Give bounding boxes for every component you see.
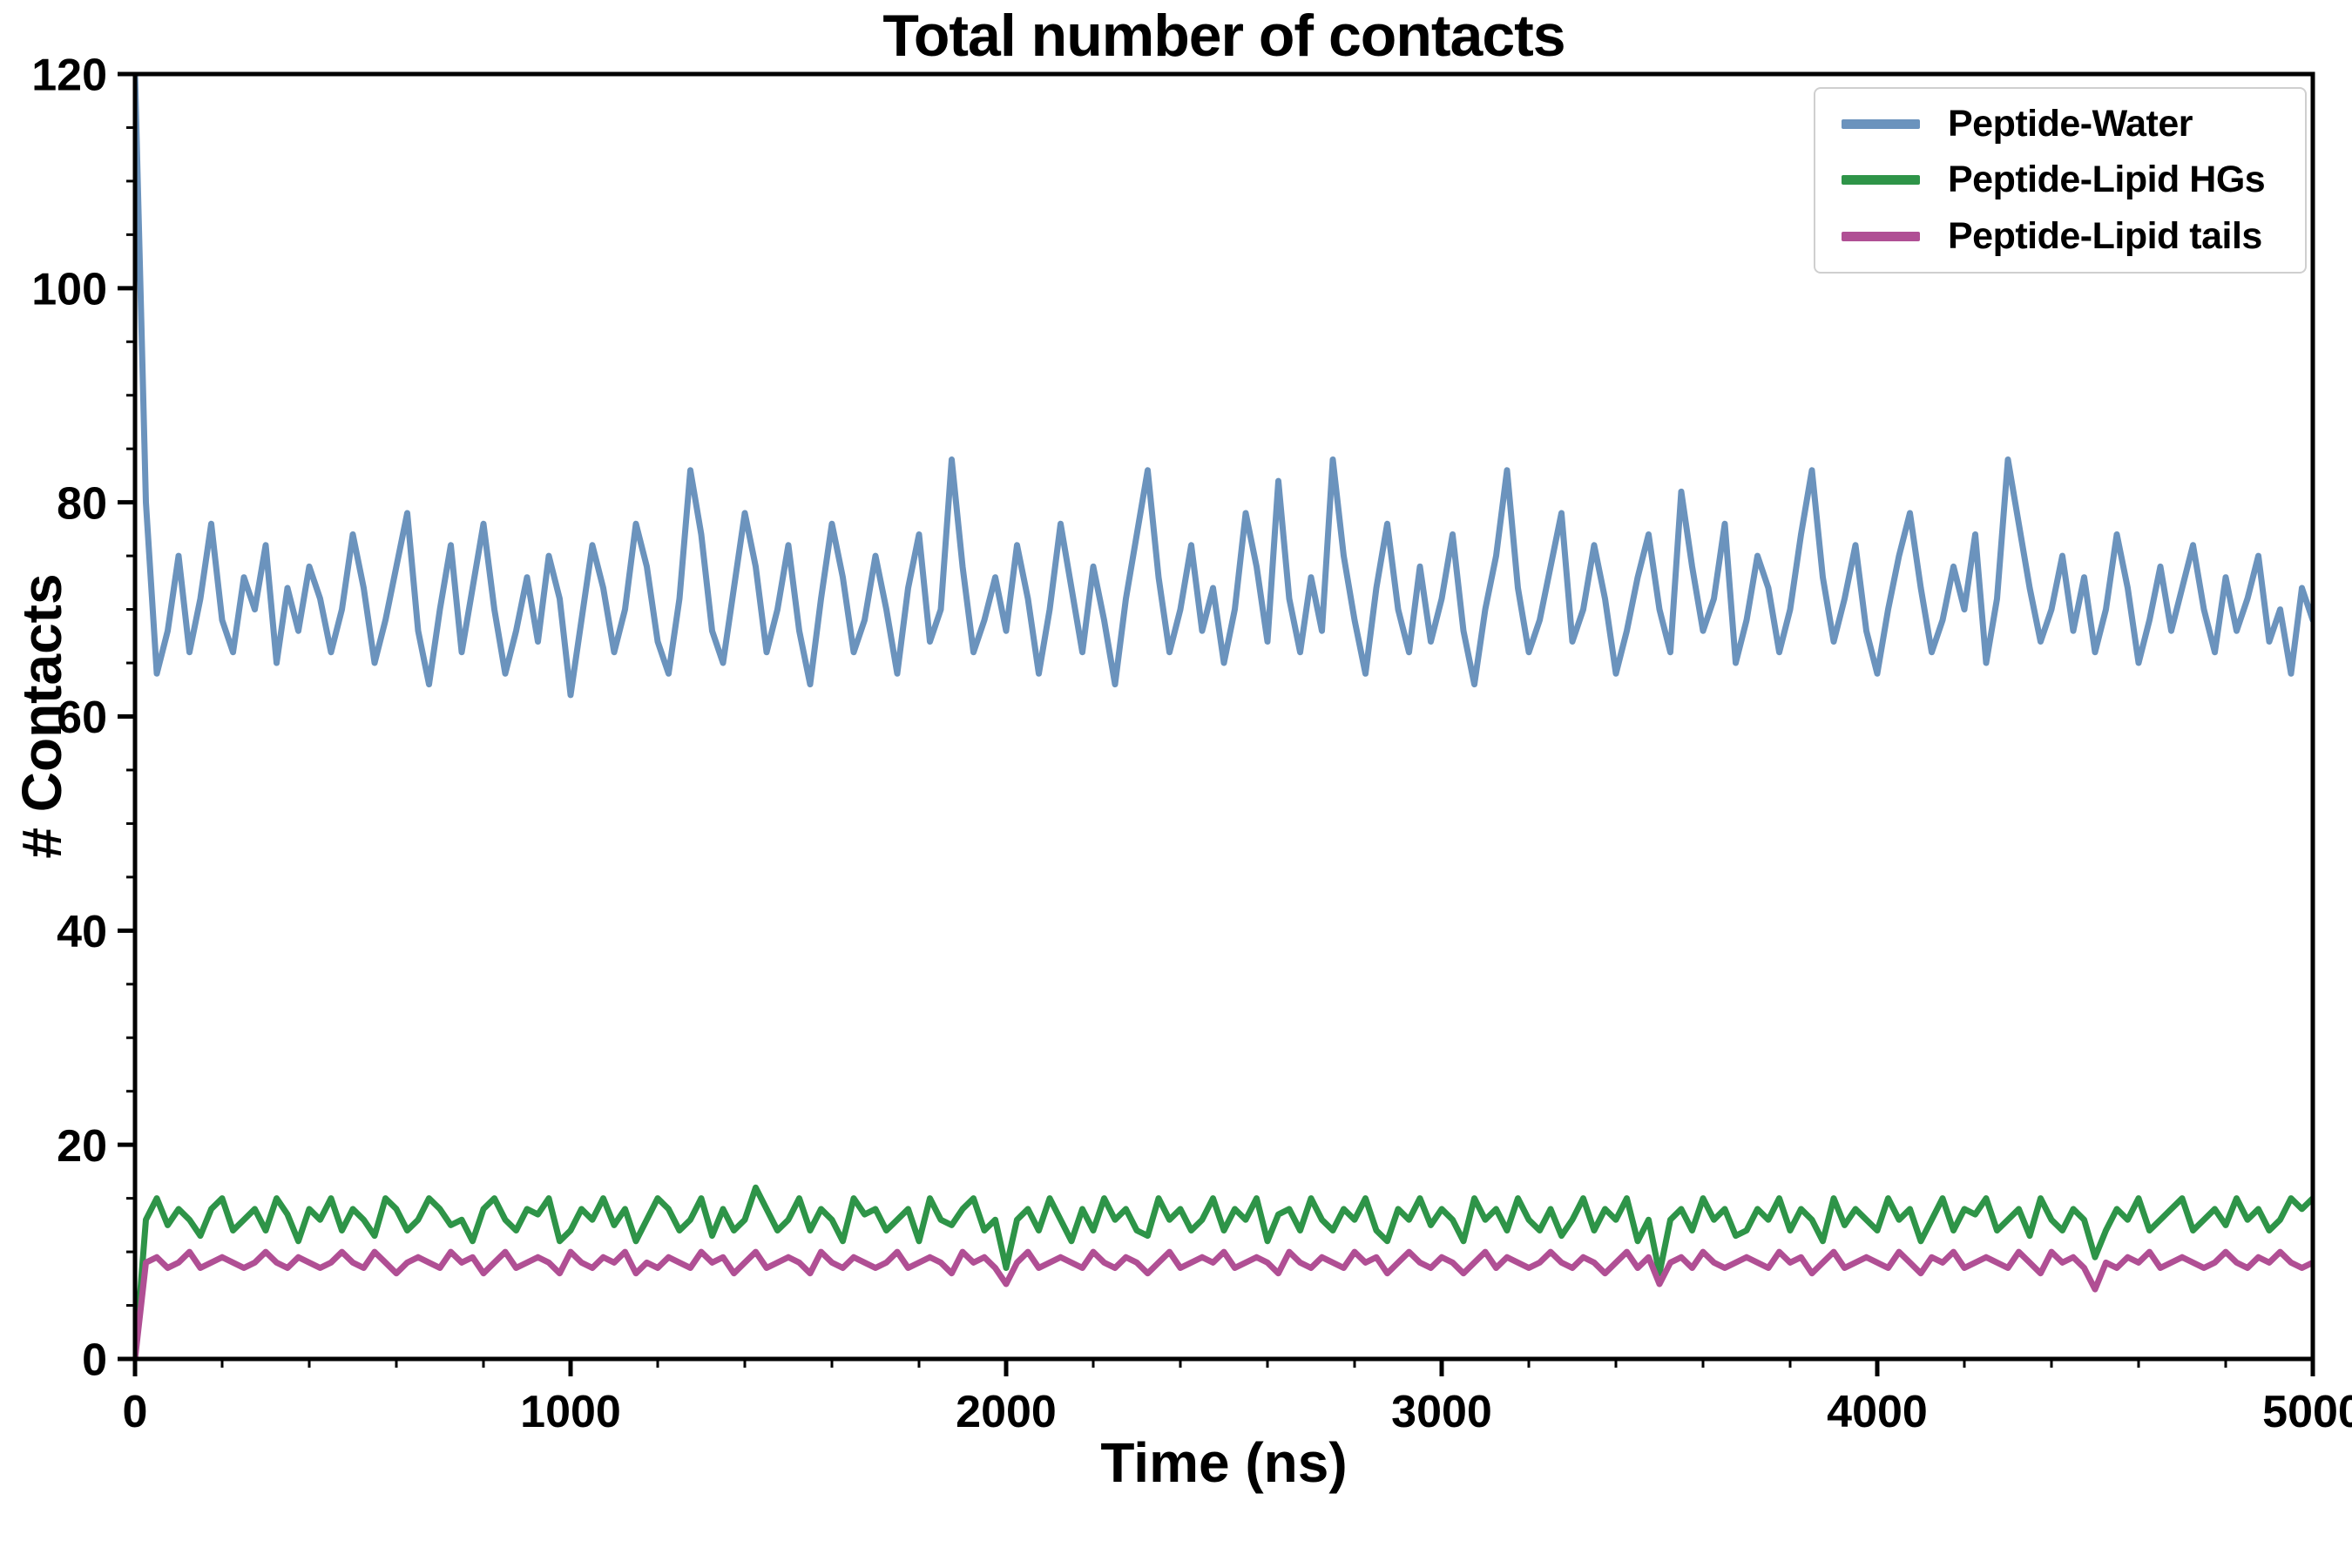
- y-tick-label: 40: [57, 907, 107, 957]
- series-lines: [135, 74, 2313, 1359]
- series-line-0: [135, 74, 2313, 699]
- y-tick-label: 20: [57, 1121, 107, 1172]
- y-tick-label: 120: [31, 51, 107, 101]
- x-tick-label: 5000: [2262, 1387, 2352, 1437]
- x-tick-label: 1000: [520, 1387, 621, 1437]
- legend-item: Peptide-Water: [1815, 103, 2305, 145]
- x-tick-label: 3000: [1391, 1387, 1492, 1437]
- series-line-1: [135, 1184, 2313, 1359]
- legend-line-sample-peptide-lipid-tails: [1842, 232, 1920, 242]
- y-tick-label: 100: [31, 265, 107, 315]
- x-tick-label: 4000: [1827, 1387, 1928, 1437]
- legend-item: Peptide-Lipid HGs: [1815, 159, 2305, 201]
- chart-title: Total number of contacts: [882, 3, 1565, 69]
- legend: Peptide-Water Peptide-Lipid HGs Peptide-…: [1814, 87, 2307, 274]
- y-tick-label: 60: [57, 693, 107, 743]
- legend-label-peptide-lipid-hgs: Peptide-Lipid HGs: [1948, 159, 2266, 201]
- y-tick-label: 0: [82, 1335, 107, 1386]
- y-tick-label: 80: [57, 478, 107, 529]
- legend-line-sample-peptide-water: [1842, 118, 1920, 129]
- x-tick-label: 0: [123, 1387, 148, 1437]
- legend-label-peptide-lipid-tails: Peptide-Lipid tails: [1948, 215, 2262, 258]
- series-line-2: [135, 1248, 2313, 1359]
- tick-labels: 0 1000 2000 3000 4000 5000 0 20 40 60 80 100 120: [31, 51, 2352, 1437]
- legend-item: Peptide-Lipid tails: [1815, 215, 2305, 258]
- plot-spines: [132, 71, 2315, 1362]
- legend-line-sample-peptide-lipid-hgs: [1842, 175, 1920, 186]
- x-tick-label: 2000: [956, 1387, 1057, 1437]
- x-axis-label: Time (ns): [1100, 1431, 1348, 1494]
- legend-label-peptide-water: Peptide-Water: [1948, 102, 2193, 145]
